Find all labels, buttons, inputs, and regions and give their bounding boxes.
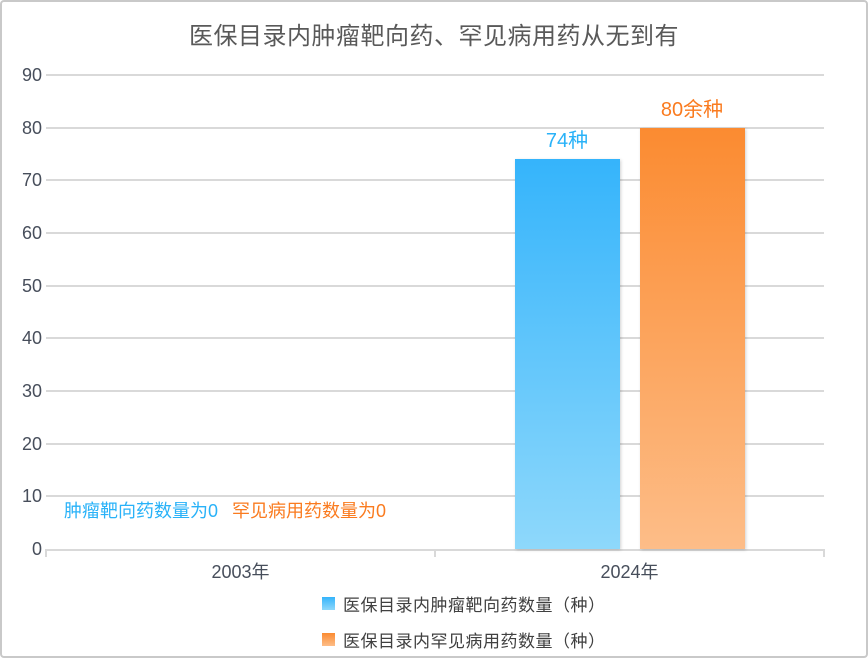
plot-area: 肿瘤靶向药数量为0 罕见病用药数量为0 74种 80余种 (45, 74, 825, 557)
legend-label: 医保目录内罕见病用药数量（种） (343, 632, 606, 651)
x-axis-tick (823, 551, 825, 557)
gridline (46, 126, 824, 129)
bar-value-label: 74种 (545, 130, 589, 153)
annotation-rare-disease-drug-zero: 罕见病用药数量为0 (232, 501, 387, 521)
y-axis-tick-label: 50 (21, 275, 42, 296)
gridline (46, 232, 824, 234)
gridline (46, 390, 824, 392)
x-axis-tick (45, 551, 47, 557)
legend-label: 医保目录内肿瘤靶向药数量（种） (343, 596, 606, 615)
y-axis-tick-label: 60 (21, 223, 42, 243)
legend-swatch-orange (322, 633, 335, 646)
x-axis-line (45, 549, 825, 551)
gridline (46, 495, 824, 498)
x-axis-tick (434, 551, 436, 557)
y-axis-tick-label: 30 (21, 381, 42, 401)
y-axis-tick-label: 70 (21, 170, 42, 191)
legend-item-rare-disease-drugs: 医保目录内罕见病用药数量（种） (322, 627, 606, 652)
y-axis-tick-label: 40 (21, 328, 42, 349)
gridline (46, 74, 824, 76)
gridline (46, 442, 824, 445)
bar-rare-disease-drugs (639, 127, 745, 549)
gridline (46, 179, 824, 182)
legend-swatch-blue (322, 597, 335, 610)
gridline (46, 284, 824, 287)
y-axis-tick-label: 20 (21, 433, 42, 454)
bar-tumor-targeted-drugs (514, 159, 620, 549)
annotation-tumor-drug-zero: 肿瘤靶向药数量为0 (64, 501, 219, 521)
bar-value-label: 80余种 (660, 98, 724, 121)
x-axis-category-label: 2024年 (600, 562, 659, 582)
y-axis-tick-label: 80 (21, 117, 42, 138)
y-axis-tick-label: 90 (21, 65, 42, 85)
y-axis-tick-label: 0 (31, 539, 42, 559)
gridline (46, 337, 824, 340)
y-axis-tick-label: 10 (21, 486, 42, 507)
zero-value-annotations: 肿瘤靶向药数量为0 罕见病用药数量为0 (64, 497, 386, 523)
chart-title: 医保目录内肿瘤靶向药、罕见病用药从无到有 (189, 23, 679, 50)
legend-item-tumor-targeted-drugs: 医保目录内肿瘤靶向药数量（种） (322, 591, 606, 616)
x-axis-category-label: 2003年 (211, 562, 270, 582)
legend: 医保目录内肿瘤靶向药数量（种） 医保目录内罕见病用药数量（种） (322, 591, 606, 652)
